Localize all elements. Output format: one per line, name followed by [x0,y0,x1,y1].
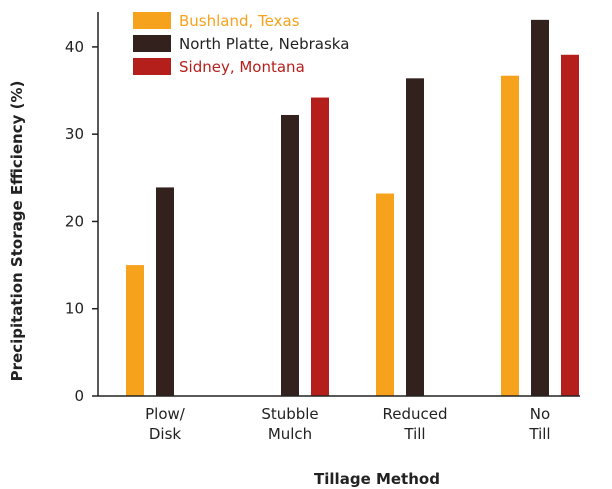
x-tick-label: Till [528,425,550,443]
legend-label: Sidney, Montana [179,58,305,76]
bar [156,187,174,396]
legend-swatch [133,58,171,75]
legend-swatch [133,12,171,29]
legend: Bushland, Texas North Platte, Nebraska Sid… [133,12,349,76]
x-tick-label: Plow/ [145,405,186,423]
x-tick-label: Mulch [268,425,312,443]
x-category-labels: Plow/Disk Stubble Mulch Reduced Till No Till [145,405,550,443]
legend-swatch [133,35,171,52]
y-tick-label: 0 [74,387,84,405]
bars [126,19,579,397]
x-axis-title: Tillage Method [314,470,440,488]
y-ticks: 0 10 20 30 40 [65,38,98,405]
legend-label: North Platte, Nebraska [179,35,349,53]
y-tick-label: 30 [65,125,84,143]
x-tick-label: Reduced [382,405,447,423]
bar [501,75,519,396]
bar [531,19,549,396]
bar [311,97,329,396]
bar [406,78,424,396]
bar [281,114,299,397]
y-axis-title: Precipitation Storage Efficiency (%) [8,81,26,382]
bar [376,193,394,396]
x-tick-label: Till [403,425,425,443]
bar [561,54,579,396]
y-tick-label: 40 [65,38,84,56]
x-tick-label: No [530,405,550,423]
x-tick-label: Disk [149,425,182,443]
y-tick-label: 10 [65,300,84,318]
legend-label: Bushland, Texas [179,12,300,30]
y-tick-label: 20 [65,212,84,230]
bar [126,265,144,396]
x-tick-label: Stubble [261,405,318,423]
